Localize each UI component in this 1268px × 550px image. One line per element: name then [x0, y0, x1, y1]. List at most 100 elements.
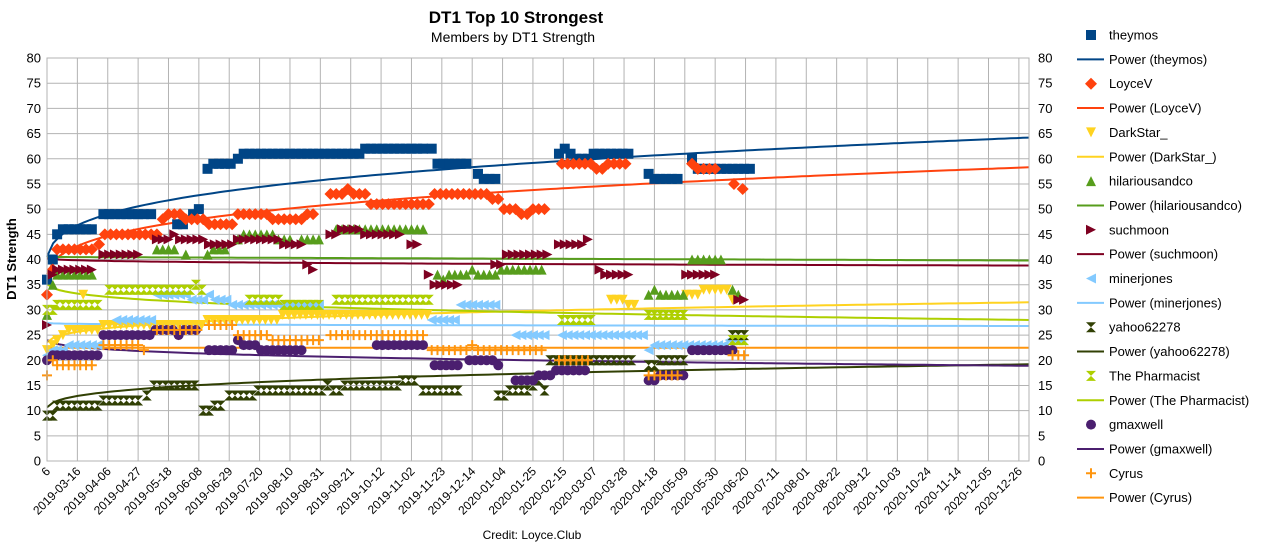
data-point — [446, 279, 457, 290]
data-point — [92, 340, 103, 351]
data-point — [52, 299, 63, 310]
data-point — [78, 289, 89, 300]
data-point — [727, 345, 738, 356]
data-point — [81, 340, 92, 351]
data-point — [348, 224, 359, 235]
data-point — [582, 153, 593, 164]
data-point — [614, 355, 625, 366]
data-point — [484, 299, 495, 310]
data-point — [538, 203, 551, 216]
data-point — [594, 264, 605, 275]
data-point — [727, 284, 738, 295]
data-point — [138, 209, 149, 220]
data-point — [81, 400, 92, 411]
legend-trend-label: Power (suchmoon) — [1109, 247, 1218, 262]
data-point — [660, 173, 671, 184]
data-point — [86, 264, 97, 275]
data-point — [339, 380, 350, 391]
data-point — [313, 335, 324, 346]
data-point — [422, 198, 435, 211]
data-point — [603, 355, 614, 366]
data-point — [461, 269, 472, 280]
data-point — [649, 340, 660, 351]
data-point — [444, 158, 455, 169]
data-point — [623, 148, 634, 159]
data-point — [510, 385, 521, 396]
data-point — [188, 209, 199, 220]
data-point — [244, 148, 255, 159]
data-point — [57, 264, 68, 275]
data-point — [256, 148, 267, 159]
data-point — [86, 269, 97, 280]
data-point — [606, 148, 617, 159]
y-tick-label-left: 20 — [27, 353, 41, 368]
data-point — [672, 370, 683, 381]
data-point — [179, 284, 190, 295]
legend-marker — [1086, 322, 1096, 333]
data-point — [736, 182, 749, 195]
data-point — [582, 355, 593, 366]
data-point — [620, 330, 631, 341]
data-point — [337, 224, 348, 235]
y-tick-label-right: 50 — [1038, 202, 1052, 217]
data-point — [57, 224, 68, 235]
data-point — [536, 345, 547, 356]
data-point — [626, 355, 637, 366]
data-point — [279, 148, 290, 159]
data-point — [81, 264, 92, 275]
data-point — [608, 355, 619, 366]
data-point — [57, 330, 68, 341]
data-point — [140, 314, 151, 325]
data-point — [238, 234, 249, 245]
data-point — [365, 143, 376, 154]
data-point — [232, 299, 243, 310]
data-point — [672, 340, 683, 351]
data-point — [571, 239, 582, 250]
trendline-theymos — [46, 136, 1030, 258]
data-point — [435, 279, 446, 290]
data-point — [186, 294, 197, 305]
data-point — [591, 330, 602, 341]
data-point — [69, 400, 80, 411]
data-point — [192, 294, 203, 305]
data-point — [744, 163, 755, 174]
data-point — [264, 385, 275, 396]
data-point — [198, 234, 209, 245]
data-point — [360, 294, 371, 305]
data-point — [354, 224, 365, 235]
data-point — [666, 173, 677, 184]
series-suchmoon — [42, 224, 750, 330]
data-point — [156, 284, 167, 295]
data-point — [63, 224, 74, 235]
data-point — [214, 158, 225, 169]
data-point — [432, 314, 443, 325]
data-point — [127, 284, 138, 295]
data-point — [351, 380, 362, 391]
data-point — [215, 400, 226, 411]
data-point — [441, 385, 452, 396]
data-point — [426, 143, 437, 154]
data-point — [348, 294, 359, 305]
data-point — [368, 380, 379, 391]
data-point — [316, 385, 327, 396]
data-point — [574, 330, 585, 341]
legend-trend-label: Power (minerjones) — [1109, 295, 1222, 310]
data-point — [374, 380, 385, 391]
data-point — [660, 309, 671, 320]
data-point — [185, 284, 196, 295]
data-point — [221, 294, 232, 305]
data-point — [721, 284, 732, 295]
data-point — [577, 153, 588, 164]
data-point — [302, 148, 313, 159]
data-point — [98, 249, 109, 260]
legend-trend-label: Power (gmaxwell) — [1109, 441, 1212, 456]
data-point — [69, 224, 80, 235]
data-point — [603, 330, 614, 341]
data-point — [224, 390, 235, 401]
data-point — [293, 385, 304, 396]
data-point — [121, 284, 132, 295]
data-point — [371, 143, 382, 154]
data-point — [545, 355, 556, 366]
y-tick-label-right: 70 — [1038, 101, 1052, 116]
